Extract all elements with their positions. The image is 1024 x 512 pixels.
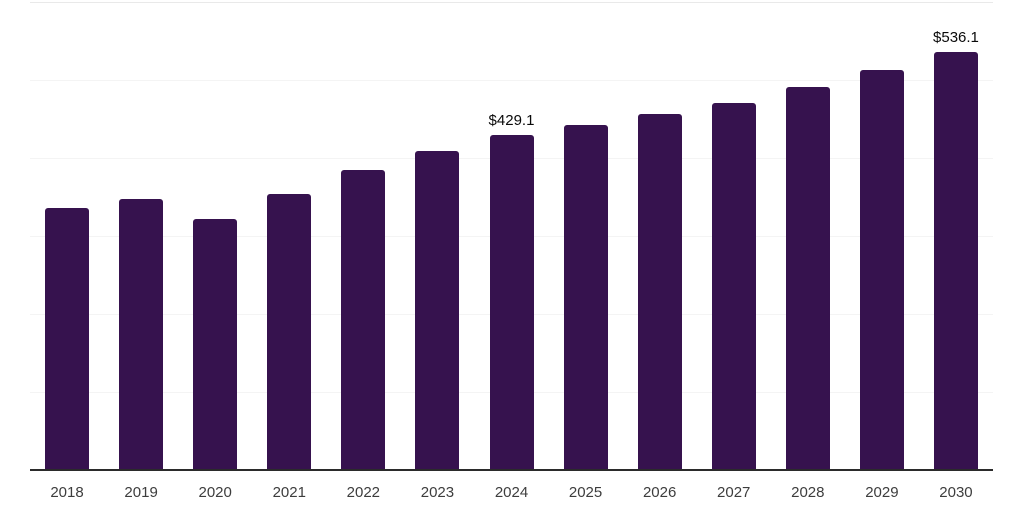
x-axis-labels: 2018 2019 2020 2021 2022 2023 2024 2025 2026 2027… [30, 470, 993, 512]
bar-2028 [785, 87, 830, 470]
x-tick-2029: 2029 [865, 484, 899, 501]
x-tick-2020: 2020 [198, 484, 232, 501]
x-tick-2021: 2021 [272, 484, 306, 501]
value-label-2024: $429.1 [488, 112, 535, 130]
x-axis-line [30, 469, 993, 471]
x-tick-2024: 2024 [494, 484, 529, 501]
value-label-2030: $536.1 [933, 28, 979, 46]
bar-2024 [489, 135, 534, 470]
x-tick-2022: 2022 [346, 484, 381, 501]
bar-2030 [933, 51, 978, 470]
bar-2021 [267, 193, 312, 470]
plot-area: $429.1 $536.1 [30, 2, 993, 471]
x-tick-2026: 2026 [642, 484, 677, 501]
gridline-600 [30, 2, 993, 3]
x-tick-2028: 2028 [791, 484, 825, 501]
x-tick-2019: 2019 [124, 484, 158, 501]
bar-2020 [193, 218, 238, 470]
bar-2025 [563, 125, 608, 470]
bar-2023 [415, 150, 460, 470]
gridline-500 [30, 80, 993, 81]
bar-2022 [341, 169, 386, 470]
x-tick-2027: 2027 [717, 484, 751, 501]
bar-2019 [119, 198, 164, 470]
x-tick-2018: 2018 [50, 484, 84, 501]
x-tick-2023: 2023 [420, 484, 455, 501]
bar-2026 [637, 114, 682, 470]
x-tick-2030: 2030 [939, 484, 973, 501]
bar-2029 [859, 69, 904, 470]
bar-2027 [711, 102, 756, 470]
x-tick-2025: 2025 [568, 484, 603, 501]
bar-2018 [45, 207, 90, 470]
